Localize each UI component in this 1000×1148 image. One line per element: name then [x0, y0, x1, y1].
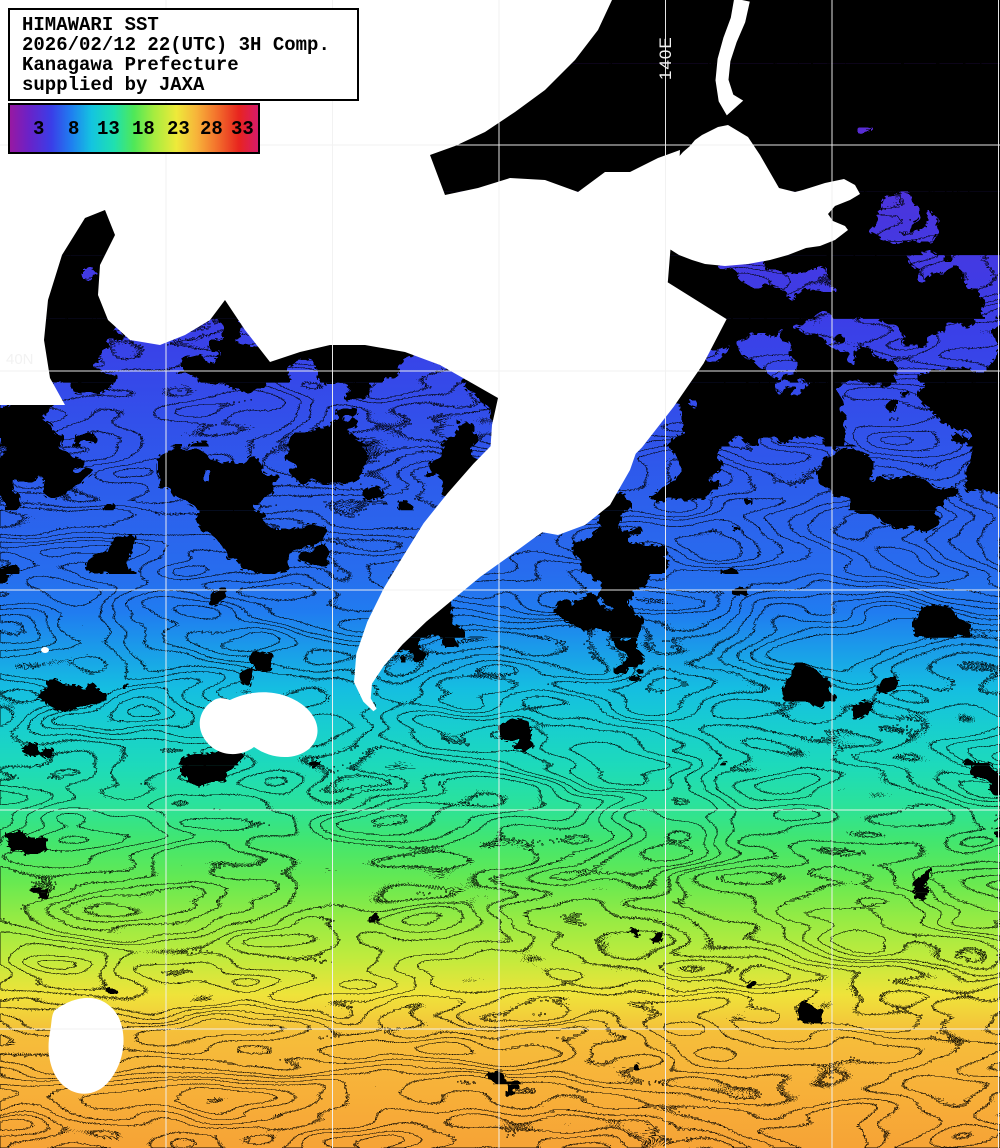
- svg-text:8: 8: [68, 118, 79, 140]
- svg-text:3: 3: [33, 118, 44, 140]
- svg-text:13: 13: [97, 118, 120, 140]
- svg-text:28: 28: [200, 118, 223, 140]
- svg-text:18: 18: [132, 118, 155, 140]
- svg-text:2026/02/12 22(UTC) 3H Comp.: 2026/02/12 22(UTC) 3H Comp.: [22, 34, 330, 56]
- svg-text:Kanagawa Prefecture: Kanagawa Prefecture: [22, 54, 239, 76]
- svg-text:supplied by JAXA: supplied by JAXA: [22, 74, 205, 96]
- svg-text:23: 23: [167, 118, 190, 140]
- svg-text:HIMAWARI SST: HIMAWARI SST: [22, 14, 159, 36]
- svg-text:33: 33: [231, 118, 254, 140]
